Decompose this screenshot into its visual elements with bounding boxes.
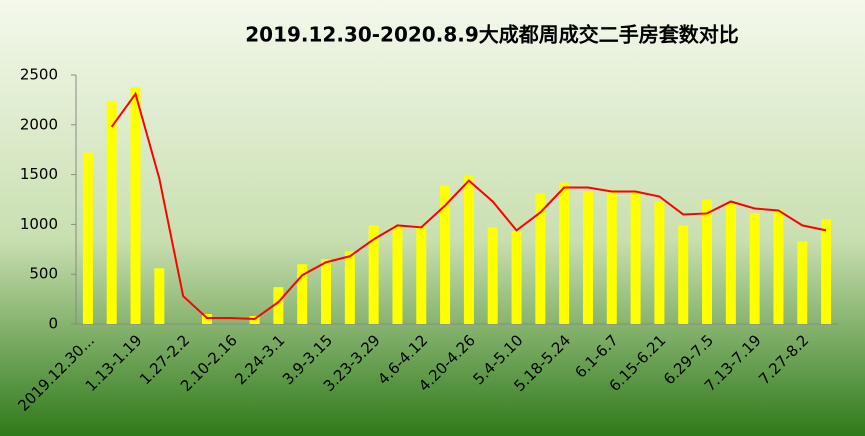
bar (749, 213, 760, 324)
y-tick-label: 2500 (20, 66, 58, 84)
bar (725, 203, 736, 324)
bar (416, 226, 427, 324)
bar (82, 152, 93, 324)
bar (392, 225, 403, 324)
bar (535, 193, 546, 324)
line (110, 91, 827, 321)
bar (654, 201, 665, 324)
bar (630, 192, 641, 324)
bar (511, 231, 522, 324)
bar (463, 175, 474, 324)
bar (106, 100, 117, 324)
bar (678, 225, 689, 324)
bar (273, 287, 284, 324)
chart-title: 2019.12.30-2020.8.9大成都周成交二手房套数对比 (245, 23, 739, 47)
bar (487, 227, 498, 324)
bar (344, 251, 355, 324)
bar (440, 185, 451, 324)
y-tick-label: 1500 (20, 165, 58, 183)
y-tick-label: 500 (29, 265, 58, 283)
y-tick-label: 1000 (20, 215, 58, 233)
bar (821, 219, 832, 324)
bar (321, 259, 332, 324)
y-tick-label: 0 (48, 315, 58, 333)
bar (606, 192, 617, 324)
bar (773, 209, 784, 324)
y-tick-label: 2000 (20, 115, 58, 133)
bar (154, 268, 165, 324)
bar (368, 225, 379, 324)
bar (797, 241, 808, 324)
bar (582, 191, 593, 324)
bar (702, 199, 713, 324)
bar (130, 86, 141, 325)
bar (559, 182, 570, 324)
bar (297, 264, 308, 324)
